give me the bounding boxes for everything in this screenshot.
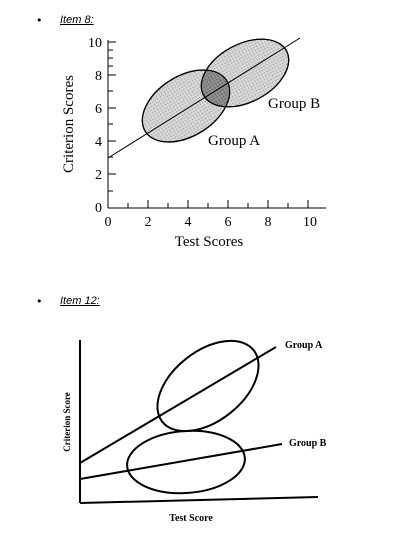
y-tick-label: 0 [95, 201, 102, 216]
y-tick-label: 6 [95, 102, 102, 117]
overlap-region [189, 70, 230, 121]
y-tick-label: 8 [95, 69, 102, 84]
x-tick-label: 4 [185, 215, 192, 230]
group-a-label: Group A [285, 340, 323, 351]
x-tick-label: 6 [225, 215, 232, 230]
x-tick-label: 8 [265, 215, 272, 230]
group-b-label: Group B [289, 438, 327, 449]
x-axis-title: Test Score [169, 513, 213, 524]
y-tick-label: 2 [95, 168, 102, 183]
bullet-item-12: • [36, 295, 43, 308]
group-a-line [79, 346, 277, 464]
y-axis-title: Criterion Score [62, 392, 72, 452]
x-axis-title: Test Scores [175, 234, 244, 250]
group-a-ellipse [156, 339, 260, 433]
group-b-line [79, 443, 283, 480]
bullet-item-8: • [36, 14, 43, 27]
x-tick-label: 2 [145, 215, 152, 230]
x-tick-label: 10 [303, 215, 317, 230]
item-12-label: Item 12: [60, 295, 100, 307]
group-b-ellipse [126, 429, 246, 495]
item-8-label: Item 8: [60, 14, 94, 26]
group-b-label: Group B [268, 96, 320, 112]
y-axis-title: Criterion Scores [61, 75, 77, 173]
y-tick-label: 10 [88, 36, 102, 51]
y-tick-label: 4 [95, 135, 102, 150]
group-a-label: Group A [208, 133, 260, 149]
x-axis [79, 496, 319, 504]
item-8-diagram: 10 8 6 4 2 0 0 2 4 6 8 10 Criterion Scor… [61, 36, 326, 250]
x-tick-label: 0 [105, 215, 112, 230]
regression-line [107, 37, 301, 159]
